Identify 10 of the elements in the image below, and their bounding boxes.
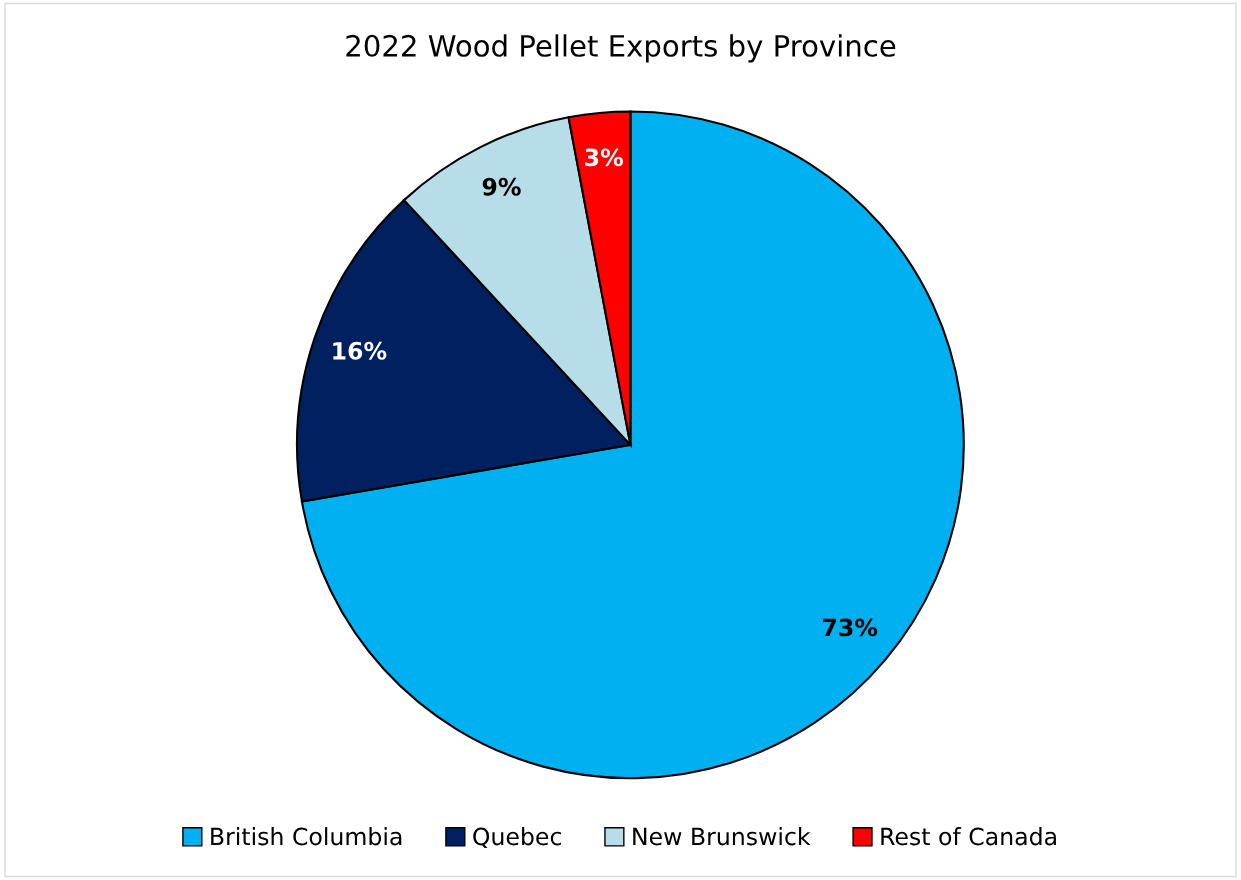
data-label: 16% xyxy=(333,341,387,360)
chart-title: 2022 Wood Pellet Exports by Province xyxy=(346,34,896,63)
data-label: 3% xyxy=(585,148,624,167)
data-label: 73% xyxy=(823,618,878,637)
data-label: 9% xyxy=(482,177,521,196)
pie-slice xyxy=(300,110,965,780)
legend-label: Rest of Canada xyxy=(881,827,1056,846)
legend-label: British Columbia xyxy=(211,827,402,846)
legend-label: New Brunswick xyxy=(633,827,811,846)
legend-label: Quebec xyxy=(473,827,561,849)
